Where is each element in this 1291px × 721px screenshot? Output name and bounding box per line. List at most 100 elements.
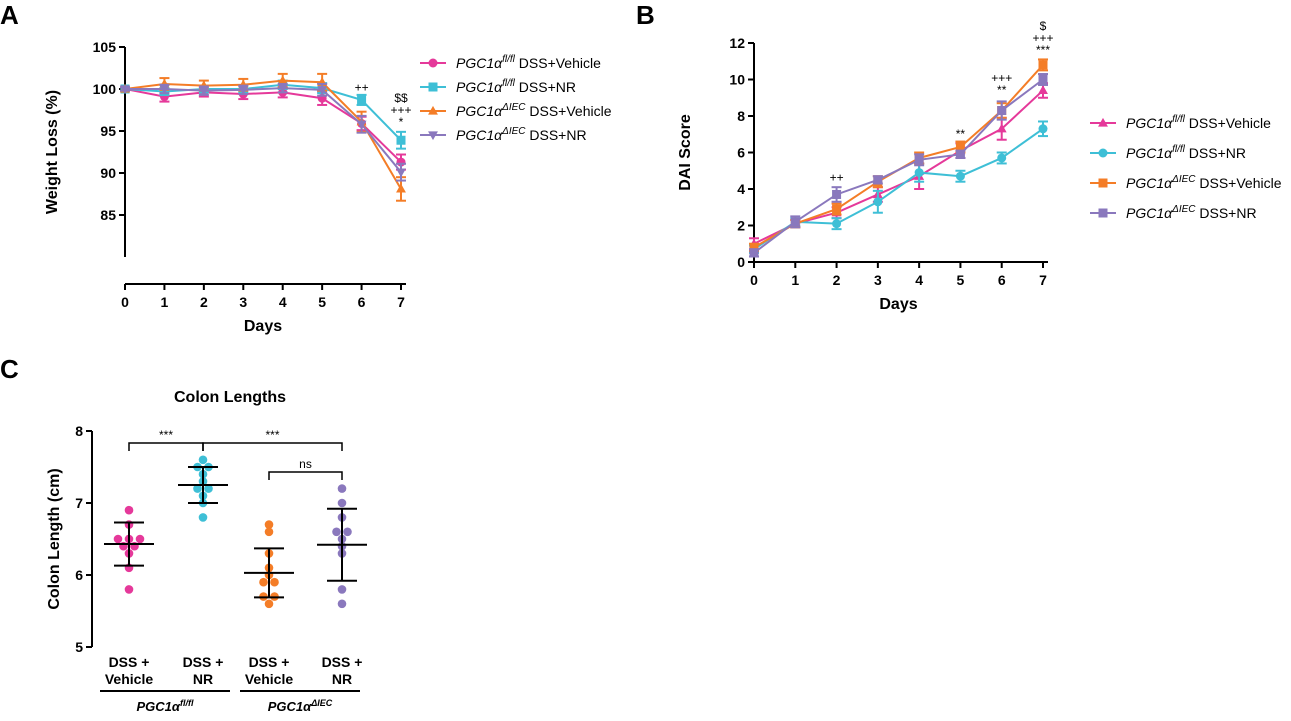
y-tick-label: 95 [100,123,116,139]
data-point [396,135,406,145]
y-tick-label: 2 [737,218,745,234]
comparison-bracket [128,442,204,451]
data-point [357,95,367,105]
genotype-label: PGC1αΔIEC [268,698,333,714]
x-tick-label: 2 [833,272,841,288]
data-point [159,85,170,95]
x-tick-label: 3 [239,294,247,310]
group-label-line1: DSS + [322,654,363,670]
data-point [396,183,406,193]
legend-label: PGC1αΔIEC DSS+NR [456,126,587,143]
gene-superscript: fl/fl [180,698,194,708]
y-tick-label: 8 [75,423,83,439]
series-1 [749,120,1048,254]
x-tick-label: 4 [915,272,923,288]
data-point [749,242,759,252]
comparison-label: *** [265,428,279,442]
data-point [914,168,924,178]
series-line [125,87,402,173]
data-point [264,527,274,537]
significance-mark: ++ [830,171,844,185]
gene-superscript: fl/fl [502,54,516,65]
y-axis-title: Colon Length (cm) [46,468,63,609]
data-point [337,599,347,609]
x-tick-label: 7 [397,294,405,310]
group-label-line2: NR [193,671,213,687]
legend-marker [1098,117,1108,127]
treatment-label: DSS+NR [526,127,587,143]
data-point [259,577,268,587]
significance-mark: *** [1036,43,1050,57]
data-point [193,484,202,493]
data-point [873,175,883,185]
data-point [264,599,274,609]
legend-label: PGC1αfl/fl DSS+Vehicle [456,54,601,71]
x-tick-label: 0 [121,294,129,310]
gene-superscript: ΔIEC [501,102,526,113]
data-point [270,577,279,587]
x-tick-label: 1 [791,272,799,288]
x-tick-label: 7 [1039,272,1047,288]
data-point [120,85,130,95]
group-0 [104,505,154,594]
significance-mark: ** [956,127,966,141]
y-tick-label: 90 [100,165,116,181]
data-point [749,248,759,258]
panel-letter-c: C [0,354,19,384]
series-line [124,83,402,141]
chart-weight-loss: 85 90 95 100 105 0 1 2 3 4 5 6 7 Days Weight Loss (%) P… [44,39,612,335]
x-tick-label: 4 [279,294,287,310]
treatment-label: DSS+NR [515,79,576,95]
y-tick-label: 12 [729,35,745,51]
data-point [135,534,145,544]
treatment-label: DSS+NR [1185,145,1246,161]
data-point [1038,60,1048,70]
data-point [955,142,965,152]
legend-label: PGC1αfl/fl DSS+Vehicle [1126,114,1271,131]
data-point [1038,85,1048,95]
significance-mark: ++ [355,81,369,95]
gene-superscript: fl/fl [1172,114,1186,125]
gene-name: PGC1α [456,55,503,71]
significance-mark: $$ [394,91,408,105]
treatment-label: DSS+Vehicle [1196,175,1282,191]
data-point [832,219,842,229]
gene-superscript: fl/fl [1172,144,1186,155]
legend-marker [428,82,438,92]
group-label-line1: DSS + [109,654,150,670]
data-point [955,171,965,181]
data-point [396,168,406,178]
y-tick-label: 105 [93,39,117,55]
data-point [198,513,208,522]
data-point [997,106,1007,116]
panel-letter-b: B [636,0,655,30]
x-tick-label: 2 [200,294,208,310]
group-label-line1: DSS + [249,654,290,670]
data-point [317,86,328,96]
significance-mark: * [399,115,404,129]
y-tick-label: 4 [737,181,745,197]
gene-name: PGC1α [137,699,181,714]
series-line [753,78,1044,254]
data-point [343,527,352,537]
y-tick-label: 6 [75,567,83,583]
data-point [264,520,274,529]
legend-marker [428,131,438,141]
comparison-label: ns [299,457,312,471]
comparison-bracket [202,442,343,451]
data-point [832,189,842,199]
x-tick-label: 3 [874,272,882,288]
data-point [832,204,842,214]
gene-superscript: fl/fl [502,78,516,89]
data-point [198,455,208,465]
y-tick-label: 85 [100,207,116,223]
y-tick-label: 8 [737,108,745,124]
legend-label: PGC1αΔIEC DSS+NR [1126,204,1257,221]
data-point [198,87,209,96]
series-3 [749,73,1048,258]
x-tick-label: 0 [750,272,758,288]
legend-marker [428,105,438,115]
treatment-label: DSS+NR [1196,205,1257,221]
gene-name: PGC1α [1126,205,1173,221]
